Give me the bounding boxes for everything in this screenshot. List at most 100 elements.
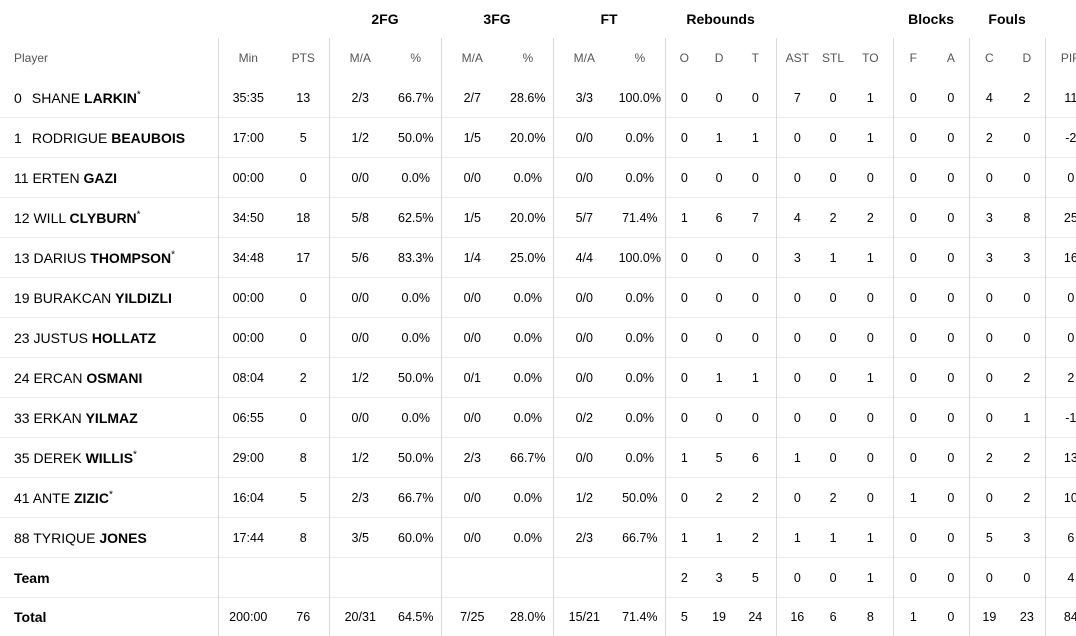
stat-reb-t: 24 [735, 598, 776, 636]
col-pir: PIR [1045, 38, 1076, 78]
stat-foul-c: 19 [969, 598, 1009, 636]
stat-reb-t: 0 [735, 318, 776, 358]
stat-ft-ma: 4/4 [553, 238, 615, 278]
player-last-name: BEAUBOIS [111, 130, 185, 146]
stat-reb-o: 1 [665, 518, 703, 558]
stat-ft-pct: 0.0% [615, 318, 665, 358]
stat-ft-ma: 15/21 [553, 598, 615, 636]
stat-pts: 13 [278, 78, 329, 118]
stat-ft-ma: 5/7 [553, 198, 615, 238]
stat-reb-t: 1 [735, 358, 776, 398]
player-cell: 33 ERKAN YILMAZ [0, 398, 218, 438]
stat-blk-a: 0 [933, 318, 969, 358]
group-blocks: Blocks [893, 0, 969, 38]
col-2fg-pct: % [391, 38, 441, 78]
stat-blk-f: 0 [893, 118, 933, 158]
starter-mark: * [133, 449, 137, 460]
player-last-name: JONES [99, 530, 146, 546]
player-cell: 13 DARIUS THOMPSON* [0, 238, 218, 278]
stat-foul-d: 2 [1009, 478, 1045, 518]
stat-reb-t: 2 [735, 518, 776, 558]
stat-fg3-pct: 0.0% [503, 518, 553, 558]
stat-ft-ma: 0/0 [553, 278, 615, 318]
stat-fg3-ma: 0/1 [441, 358, 503, 398]
col-3fg-pct: % [503, 38, 553, 78]
stat-ft-ma: 0/0 [553, 118, 615, 158]
player-number: 13 [0, 250, 30, 266]
stat-min: 06:55 [218, 398, 278, 438]
stat-pts: 0 [278, 318, 329, 358]
stat-fg2-pct: 0.0% [391, 398, 441, 438]
stat-reb-o: 0 [665, 358, 703, 398]
stat-to: 2 [848, 198, 893, 238]
stat-fg2-ma: 5/6 [329, 238, 391, 278]
stat-blk-a: 0 [933, 238, 969, 278]
player-last-name: CLYBURN [70, 210, 137, 226]
stat-fg2-pct: 0.0% [391, 158, 441, 198]
stat-blk-f: 0 [893, 198, 933, 238]
col-blk-f: F [893, 38, 933, 78]
stat-pts: 5 [278, 118, 329, 158]
player-cell: 35 DEREK WILLIS* [0, 438, 218, 478]
stat-ast: 0 [776, 358, 818, 398]
stat-foul-d: 1 [1009, 398, 1045, 438]
stat-blk-f: 0 [893, 398, 933, 438]
stat-fg3-pct: 20.0% [503, 198, 553, 238]
stat-ft-pct: 66.7% [615, 518, 665, 558]
stat-reb-d: 0 [703, 278, 735, 318]
stat-foul-d: 0 [1009, 278, 1045, 318]
player-first-name: RODRIGUE [32, 130, 107, 146]
stat-fg2-ma: 0/0 [329, 158, 391, 198]
stat-pts: 2 [278, 358, 329, 398]
stat-pts: 5 [278, 478, 329, 518]
stat-fg2-ma: 1/2 [329, 118, 391, 158]
stat-reb-o: 0 [665, 118, 703, 158]
stat-reb-t: 1 [735, 118, 776, 158]
stat-reb-t: 0 [735, 278, 776, 318]
stat-pir: 0 [1045, 318, 1076, 358]
stat-reb-t: 7 [735, 198, 776, 238]
stat-blk-f: 0 [893, 78, 933, 118]
stat-to: 0 [848, 478, 893, 518]
player-last-name: WILLIS [86, 450, 133, 466]
stat-pts: 76 [278, 598, 329, 636]
stat-ft-pct [615, 558, 665, 598]
stat-ft-ma: 0/2 [553, 398, 615, 438]
stat-pir: 2 [1045, 358, 1076, 398]
stat-to: 0 [848, 438, 893, 478]
stat-foul-c: 0 [969, 318, 1009, 358]
stat-foul-d: 3 [1009, 238, 1045, 278]
stat-fg3-ma: 1/4 [441, 238, 503, 278]
stat-min: 16:04 [218, 478, 278, 518]
stat-min: 29:00 [218, 438, 278, 478]
stat-reb-d: 5 [703, 438, 735, 478]
stat-fg2-pct: 50.0% [391, 438, 441, 478]
stat-fg3-pct: 28.6% [503, 78, 553, 118]
stat-foul-c: 0 [969, 158, 1009, 198]
stat-fg3-pct: 0.0% [503, 358, 553, 398]
stat-ft-ma: 0/0 [553, 438, 615, 478]
stat-to: 1 [848, 358, 893, 398]
stat-to: 1 [848, 238, 893, 278]
stat-stl: 0 [818, 358, 848, 398]
stat-ast: 0 [776, 398, 818, 438]
stat-foul-d: 0 [1009, 318, 1045, 358]
stat-reb-o: 5 [665, 598, 703, 636]
stat-reb-d: 0 [703, 78, 735, 118]
stat-foul-c: 4 [969, 78, 1009, 118]
col-pts: PTS [278, 38, 329, 78]
stat-stl: 0 [818, 278, 848, 318]
stat-stl: 0 [818, 118, 848, 158]
stat-pts: 0 [278, 278, 329, 318]
stat-foul-c: 0 [969, 558, 1009, 598]
player-first-name: BURAKCAN [33, 290, 111, 306]
stat-pts: 8 [278, 438, 329, 478]
player-last-name: YILDIZLI [115, 290, 172, 306]
stat-min [218, 558, 278, 598]
stat-fg3-ma: 0/0 [441, 478, 503, 518]
stat-reb-d: 0 [703, 318, 735, 358]
stat-fg2-pct: 66.7% [391, 78, 441, 118]
